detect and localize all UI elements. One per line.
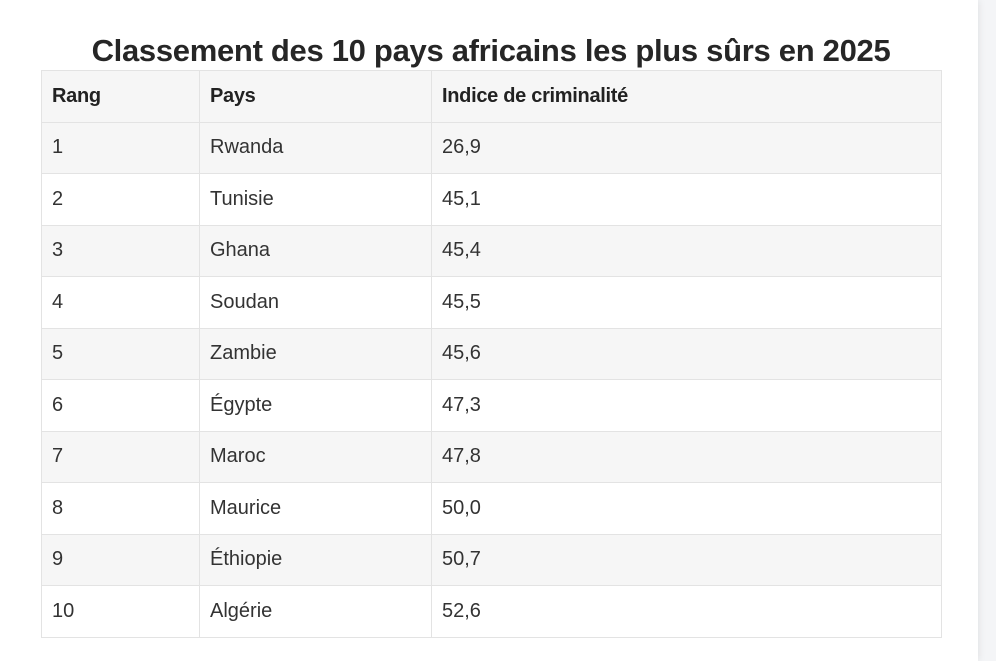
cell-country: Tunisie	[199, 173, 432, 226]
cell-index: 50,7	[431, 533, 942, 586]
cell-country: Éthiopie	[199, 533, 432, 586]
cell-index: 45,4	[431, 224, 942, 277]
cell-rank: 9	[41, 533, 200, 586]
cell-rank: 8	[41, 482, 200, 535]
cell-index: 45,6	[431, 327, 942, 380]
cell-index: 47,3	[431, 379, 942, 432]
cell-country: Ghana	[199, 224, 432, 277]
cell-country: Maroc	[199, 430, 432, 483]
cell-index: 26,9	[431, 121, 942, 174]
cell-country: Algérie	[199, 585, 432, 638]
table-row: 9 Éthiopie 50,7	[41, 533, 942, 586]
cell-rank: 5	[41, 327, 200, 380]
table-row: 2 Tunisie 45,1	[41, 173, 942, 226]
cell-country: Maurice	[199, 482, 432, 535]
page-title: Classement des 10 pays africains les plu…	[91, 32, 891, 68]
header-indice: Indice de criminalité	[431, 70, 942, 123]
cell-rank: 3	[41, 224, 200, 277]
cell-rank: 10	[41, 585, 200, 638]
cell-country: Zambie	[199, 327, 432, 380]
table-row: 8 Maurice 50,0	[41, 482, 942, 535]
cell-country: Soudan	[199, 276, 432, 329]
cell-rank: 1	[41, 121, 200, 174]
table-row: 5 Zambie 45,6	[41, 327, 942, 380]
cell-index: 50,0	[431, 482, 942, 535]
table-header-row: Rang Pays Indice de criminalité	[41, 70, 942, 123]
ranking-table: Rang Pays Indice de criminalité 1 Rwanda…	[41, 70, 942, 638]
cell-index: 52,6	[431, 585, 942, 638]
table-row: 6 Égypte 47,3	[41, 379, 942, 432]
cell-rank: 7	[41, 430, 200, 483]
cell-country: Rwanda	[199, 121, 432, 174]
table-row: 3 Ghana 45,4	[41, 224, 942, 277]
table-row: 7 Maroc 47,8	[41, 430, 942, 483]
cell-rank: 4	[41, 276, 200, 329]
cell-country: Égypte	[199, 379, 432, 432]
table-row: 1 Rwanda 26,9	[41, 121, 942, 174]
cell-index: 45,1	[431, 173, 942, 226]
table-row: 10 Algérie 52,6	[41, 585, 942, 638]
cell-index: 45,5	[431, 276, 942, 329]
cell-index: 47,8	[431, 430, 942, 483]
cell-rank: 2	[41, 173, 200, 226]
table-row: 4 Soudan 45,5	[41, 276, 942, 329]
header-pays: Pays	[199, 70, 432, 123]
header-rang: Rang	[41, 70, 200, 123]
cell-rank: 6	[41, 379, 200, 432]
